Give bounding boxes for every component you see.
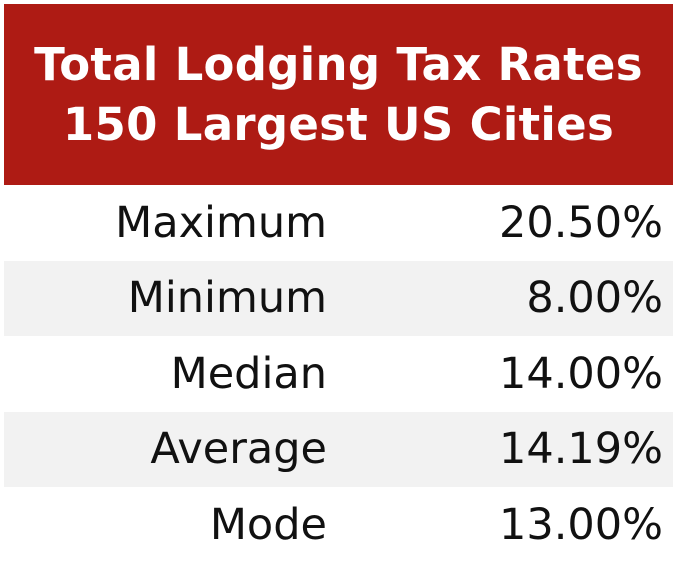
row-value: 8.00%	[526, 273, 663, 324]
row-label: Average	[150, 424, 327, 475]
row-label: Median	[170, 348, 327, 399]
table-header: Total Lodging Tax Rates 150 Largest US C…	[4, 4, 673, 185]
title-line-1: Total Lodging Tax Rates	[34, 37, 643, 91]
row-value: 14.19%	[499, 424, 663, 475]
table-row-maximum: Maximum 20.50%	[4, 185, 673, 261]
row-value: 14.00%	[499, 348, 663, 399]
table-row-median: Median 14.00%	[4, 336, 673, 412]
table-row-average: Average 14.19%	[4, 411, 673, 487]
title-line-2: 150 Largest US Cities	[62, 97, 615, 151]
row-label: Maximum	[115, 197, 327, 248]
lodging-tax-stats-table: Total Lodging Tax Rates 150 Largest US C…	[4, 4, 673, 563]
row-value: 13.00%	[499, 499, 663, 550]
table-row-mode: Mode 13.00%	[4, 487, 673, 563]
row-label: Minimum	[127, 273, 327, 324]
row-value: 20.50%	[499, 197, 663, 248]
table-row-minimum: Minimum 8.00%	[4, 260, 673, 336]
row-label: Mode	[209, 499, 327, 550]
